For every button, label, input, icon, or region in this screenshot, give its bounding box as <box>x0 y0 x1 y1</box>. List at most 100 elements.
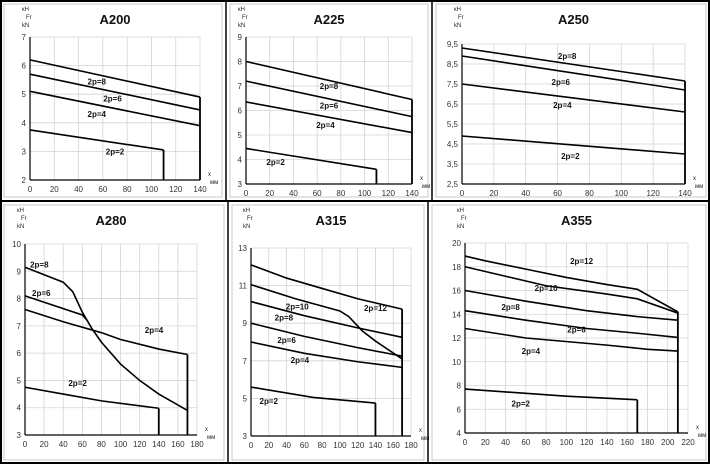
chart-title: A315 <box>315 213 346 228</box>
series-line-2p-8 <box>250 300 403 339</box>
y-tick-label: 10 <box>12 240 21 249</box>
y-axis-unit-label: Fr <box>26 15 32 21</box>
series-label: 2p=10 <box>535 284 558 293</box>
y-tick-label: 12 <box>452 334 461 343</box>
y-tick-label: 6,5 <box>447 100 459 109</box>
x-tick-label: 80 <box>542 438 551 447</box>
series-label: 2p=6 <box>103 94 122 103</box>
series-label: 2p=4 <box>291 356 310 365</box>
series-line-2p-4 <box>245 101 413 134</box>
y-tick-label: 8 <box>17 295 22 304</box>
series-line-2p-2 <box>29 129 164 151</box>
series-line-2p-4 <box>250 341 403 369</box>
x-tick-label: 140 <box>152 440 166 449</box>
y-tick-label: 5 <box>17 376 22 385</box>
y-tick-label: 9 <box>17 267 22 276</box>
x-tick-label: 0 <box>244 189 249 198</box>
series-line-2p-10 <box>250 283 403 360</box>
y-tick-label: 4 <box>17 404 22 413</box>
series-line-2p-8 <box>24 266 188 412</box>
series-label: 2p=2 <box>512 399 531 408</box>
y-tick-label: 7 <box>243 357 248 366</box>
y-tick-label: 2 <box>22 176 27 185</box>
x-tick-label: 160 <box>387 441 401 450</box>
x-axis-unit-label: мм <box>421 436 429 442</box>
x-tick-label: 60 <box>300 441 309 450</box>
series-label: 2p=4 <box>88 110 107 119</box>
x-tick-label: 60 <box>313 189 322 198</box>
series-line-2p-2 <box>464 388 638 401</box>
chart-panel-a315: 0 20 40 60 80 100 120 140 160 180 3 5 7 9 11 13 A315 кН Fr… <box>231 204 429 461</box>
x-tick-label: 140 <box>369 441 383 450</box>
series-line-2p-8 <box>464 289 678 321</box>
y-axis-unit-label: кН <box>17 208 24 214</box>
series-label: 2p=2 <box>561 152 580 161</box>
y-tick-label: 6 <box>22 62 27 71</box>
y-axis-unit-label: kN <box>238 23 245 29</box>
series-line-2p-12 <box>250 264 403 310</box>
chart-title: A250 <box>558 12 589 27</box>
x-tick-label: 160 <box>621 438 635 447</box>
x-tick-label: 180 <box>404 441 418 450</box>
x-axis-unit-label: мм <box>698 433 706 439</box>
chart-panel-a225: 0 20 40 60 80 100 120 140 3 4 5 6 7 8 9 A225 кН Fr kN x мм 2p… <box>229 3 430 198</box>
y-axis-unit-label: kN <box>17 224 24 230</box>
chart-panel-a250: 0 20 40 60 80 100 120 140 2,5 3,5 4,5 5,5 6,5 7,5 8,5 9… <box>435 3 707 198</box>
x-tick-label: 100 <box>615 189 629 198</box>
series-label: 2p=2 <box>68 379 87 388</box>
x-tick-label: 120 <box>382 189 396 198</box>
x-tick-label: 0 <box>28 185 33 194</box>
x-tick-label: 40 <box>501 438 510 447</box>
series-label: 2p=6 <box>567 326 586 335</box>
y-axis-unit-label: Fr <box>458 15 464 21</box>
x-tick-label: 100 <box>560 438 574 447</box>
x-axis-unit-label: x <box>208 172 211 178</box>
y-axis-unit-label: Fr <box>21 216 27 222</box>
y-tick-label: 6 <box>457 405 462 414</box>
y-tick-label: 3 <box>22 147 27 156</box>
y-axis-unit-label: kN <box>22 23 29 29</box>
y-tick-label: 4 <box>238 156 243 165</box>
y-tick-label: 6 <box>238 107 243 116</box>
series-line-2p-4 <box>461 83 686 113</box>
chart-area-border <box>229 3 429 198</box>
x-tick-label: 40 <box>521 189 530 198</box>
series-label: 2p=8 <box>501 303 520 312</box>
x-tick-label: 20 <box>481 438 490 447</box>
x-tick-label: 80 <box>97 440 106 449</box>
x-tick-label: 220 <box>681 438 695 447</box>
y-tick-label: 2,5 <box>447 180 459 189</box>
chart-panel-a200: 0 20 40 60 80 100 120 140 2 3 4 5 6 7 A200 кН Fr kN x мм 2p=… <box>3 3 223 198</box>
y-tick-label: 10 <box>452 358 461 367</box>
x-tick-label: 40 <box>59 440 68 449</box>
chart-panel-a355: 0 20 40 60 80 100 120 140 160 180 200 220 4 6 8 10 12 14 1… <box>431 204 707 461</box>
chart-area-border <box>3 204 225 461</box>
series-line-2p-2 <box>250 386 376 404</box>
y-tick-label: 16 <box>452 287 461 296</box>
x-tick-label: 0 <box>463 438 468 447</box>
chart-area-border <box>231 204 425 461</box>
chart-title: A280 <box>95 213 126 228</box>
x-tick-label: 20 <box>489 189 498 198</box>
x-tick-label: 20 <box>50 185 59 194</box>
y-tick-label: 20 <box>452 239 461 248</box>
x-tick-label: 20 <box>264 441 273 450</box>
series-line-2p-4 <box>24 308 188 356</box>
y-axis-unit-label: kN <box>454 23 461 29</box>
x-tick-label: 0 <box>23 440 28 449</box>
series-label: 2p=4 <box>145 326 164 335</box>
x-tick-label: 140 <box>678 189 692 198</box>
y-tick-label: 3,5 <box>447 160 459 169</box>
x-tick-label: 140 <box>405 189 419 198</box>
y-tick-label: 11 <box>239 282 248 291</box>
y-tick-label: 5 <box>243 394 248 403</box>
y-tick-label: 6 <box>17 349 22 358</box>
series-line-2p-2 <box>24 386 159 410</box>
x-tick-label: 80 <box>336 189 345 198</box>
series-label: 2p=6 <box>320 102 339 111</box>
y-axis-unit-label: kN <box>457 224 464 230</box>
series-line-2p-8 <box>29 59 201 98</box>
series-line-2p-8 <box>461 47 686 82</box>
x-tick-label: 120 <box>646 189 660 198</box>
